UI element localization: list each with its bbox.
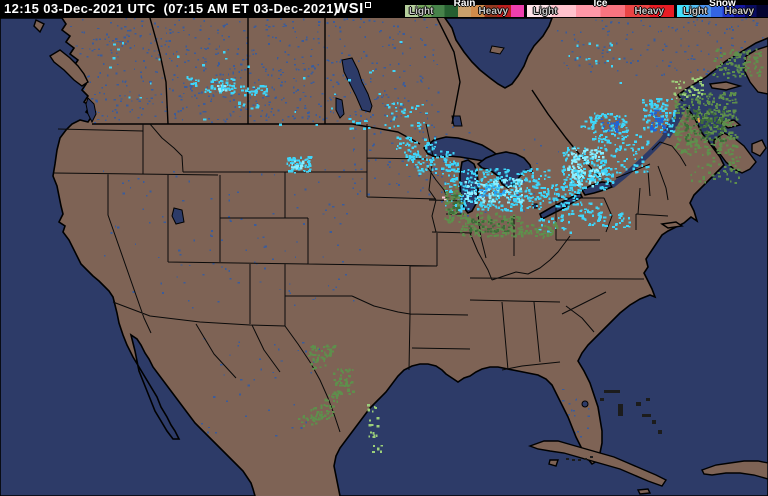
legend-ice-light: Light (533, 6, 558, 17)
great-salt-lake (171, 207, 185, 225)
canada-borders (92, 18, 603, 181)
wsi-degree-mark (364, 2, 371, 8)
wsi-logo-text: WSI (334, 0, 364, 17)
legend-snow: Snow Light Heavy (677, 0, 768, 18)
cuba (527, 440, 668, 487)
legend-rain-label: Rain (453, 0, 476, 9)
legend-rain-gradient (405, 5, 524, 17)
vancouver-island (49, 49, 89, 87)
bahamas-keys (566, 390, 662, 461)
legend-snow-heavy: Heavy (724, 6, 754, 17)
legend-rain-light: Light (409, 6, 434, 17)
legend-snow-light: Light (683, 6, 708, 17)
lake-manitoba (335, 97, 345, 119)
state-borders (53, 123, 687, 433)
long-island (660, 221, 684, 229)
isle-of-youth (548, 459, 559, 467)
haida-island (33, 19, 45, 34)
lake-okeechobee (581, 400, 589, 408)
legend-rain-heavy: Heavy (478, 6, 508, 17)
cape-breton (751, 139, 767, 157)
hispaniola (701, 460, 768, 480)
legend-ice: Ice Light Heavy (527, 0, 674, 18)
st-lawrence-estuary (662, 100, 689, 139)
jamaica (636, 488, 652, 495)
legend-snow-gradient (677, 5, 768, 17)
puget-sound (85, 97, 97, 124)
anticosti-island (708, 81, 743, 91)
legend-ice-heavy: Heavy (634, 6, 664, 17)
timestamp: 12:15 03-Dec-2021 UTC (07:15 AM ET 03-De… (4, 1, 339, 16)
legend-snow-label: Snow (709, 0, 736, 9)
radar-map (0, 18, 768, 496)
atlantic-gulf-ocean (333, 37, 768, 496)
lake-erie (539, 191, 584, 221)
newfoundland (743, 45, 768, 95)
radar-echoes (109, 40, 764, 454)
precip-legend: Rain Light Heavy Ice Light Heavy Snow Li… (405, 0, 768, 18)
lake-winnipeg (341, 57, 373, 113)
lake-nipigon (451, 115, 463, 127)
wsi-logo: WSI (334, 0, 371, 18)
legend-rain: Rain Light Heavy (405, 0, 524, 18)
header-bar: 12:15 03-Dec-2021 UTC (07:15 AM ET 03-De… (0, 0, 768, 18)
legend-ice-label: Ice (593, 0, 608, 9)
legend-ice-gradient (527, 5, 674, 17)
akimiski-island (489, 45, 505, 55)
